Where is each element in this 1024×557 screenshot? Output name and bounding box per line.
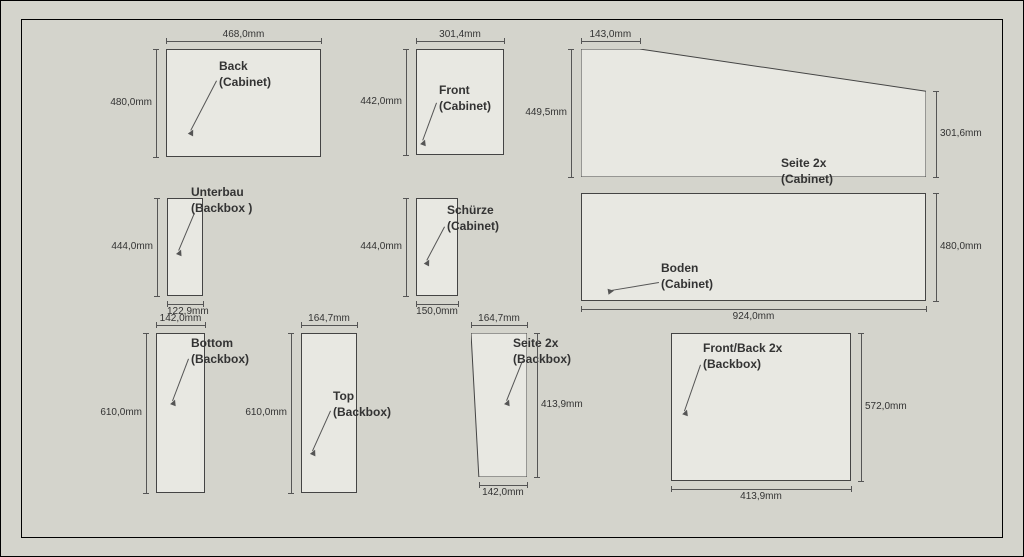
dimension-label: 480,0mm bbox=[106, 97, 152, 108]
front-cabinet-label: Front(Cabinet) bbox=[439, 83, 491, 114]
dimension-label: 301,6mm bbox=[940, 128, 986, 139]
dimension-label: 142,0mm bbox=[156, 313, 205, 324]
dimension-label: 610,0mm bbox=[96, 407, 142, 418]
dimension-label: 572,0mm bbox=[865, 401, 911, 412]
dimension-label: 468,0mm bbox=[166, 29, 321, 40]
dimension-label: 449,5mm bbox=[521, 107, 567, 118]
seite-cabinet-label: Seite 2x(Cabinet) bbox=[781, 156, 833, 187]
dimension-label: 413,9mm bbox=[671, 491, 851, 502]
dimension-label: 444,0mm bbox=[107, 241, 153, 252]
dimension-label: 442,0mm bbox=[356, 96, 402, 107]
back-cabinet-label: Back(Cabinet) bbox=[219, 59, 271, 90]
dimension-label: 444,0mm bbox=[356, 241, 402, 252]
dimension-label: 150,0mm bbox=[416, 306, 458, 317]
dimension-label: 143,0mm bbox=[581, 29, 640, 40]
frontback-backbox-label: Front/Back 2x(Backbox) bbox=[703, 341, 782, 372]
drawing-canvas: Back(Cabinet) 468,0mm 480,0mm Front(Cabinet… bbox=[0, 0, 1024, 557]
dimension-label: 164,7mm bbox=[471, 313, 527, 324]
top-backbox-label: Top(Backbox) bbox=[333, 389, 391, 420]
dimension-label: 610,0mm bbox=[241, 407, 287, 418]
boden-cabinet-panel bbox=[581, 193, 926, 301]
schuerze-cabinet-label: Schürze(Cabinet) bbox=[447, 203, 499, 234]
boden-cabinet-label: Boden(Cabinet) bbox=[661, 261, 713, 292]
dimension-label: 413,9mm bbox=[541, 399, 587, 410]
unterbau-backbox-label: Unterbau(Backbox ) bbox=[191, 185, 252, 216]
dimension-label: 164,7mm bbox=[301, 313, 357, 324]
dimension-label: 301,4mm bbox=[416, 29, 504, 40]
bottom-backbox-label: Bottom(Backbox) bbox=[191, 336, 249, 367]
dimension-label: 924,0mm bbox=[581, 311, 926, 322]
dimension-label: 142,0mm bbox=[479, 487, 527, 498]
dimension-label: 480,0mm bbox=[940, 241, 986, 252]
